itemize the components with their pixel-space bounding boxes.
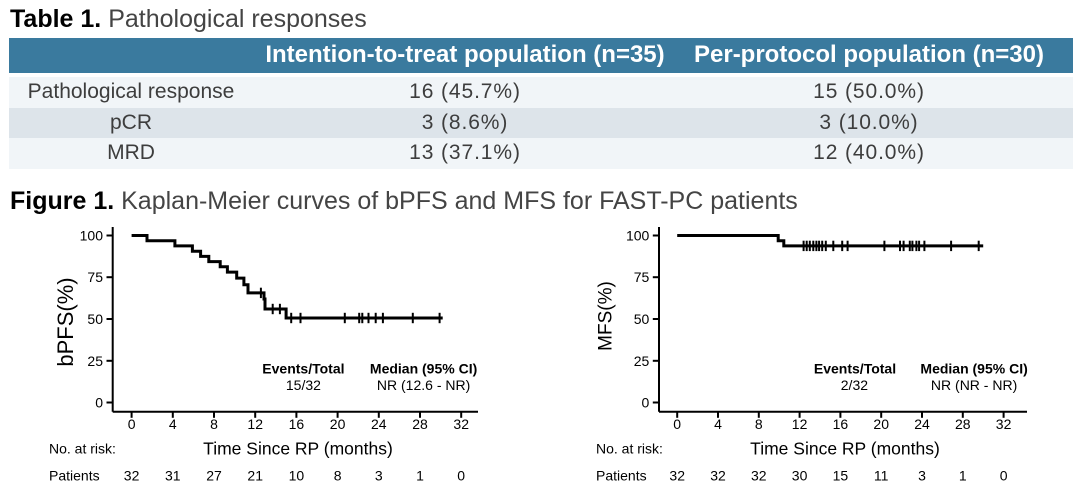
svg-text:8: 8 [334, 468, 342, 484]
svg-text:0: 0 [673, 416, 681, 432]
svg-text:21: 21 [247, 468, 263, 484]
svg-text:No. at risk:: No. at risk: [49, 441, 116, 457]
svg-text:No. at risk:: No. at risk: [596, 441, 663, 457]
svg-text:Time Since RP (months): Time Since RP (months) [203, 438, 393, 458]
svg-text:12: 12 [792, 416, 808, 432]
svg-text:27: 27 [206, 468, 222, 484]
svg-text:24: 24 [914, 416, 930, 432]
svg-text:4: 4 [714, 416, 722, 432]
svg-text:20: 20 [873, 416, 889, 432]
svg-text:1: 1 [959, 468, 967, 484]
svg-text:32: 32 [996, 416, 1012, 432]
svg-text:0: 0 [95, 395, 103, 411]
svg-text:3: 3 [375, 468, 383, 484]
svg-text:30: 30 [792, 468, 808, 484]
svg-text:4: 4 [169, 416, 177, 432]
svg-text:75: 75 [634, 269, 650, 285]
svg-text:50: 50 [634, 311, 650, 327]
svg-text:32: 32 [669, 468, 685, 484]
svg-text:16: 16 [289, 416, 305, 432]
svg-text:8: 8 [210, 416, 218, 432]
svg-text:MFS(%): MFS(%) [596, 281, 617, 351]
svg-text:12: 12 [247, 416, 263, 432]
svg-text:10: 10 [289, 468, 305, 484]
svg-text:0: 0 [642, 395, 650, 411]
svg-text:32: 32 [453, 416, 469, 432]
svg-text:28: 28 [955, 416, 971, 432]
svg-text:11: 11 [874, 468, 889, 484]
svg-text:50: 50 [87, 311, 103, 327]
svg-text:bPFS(%): bPFS(%) [53, 277, 78, 366]
svg-text:15: 15 [833, 468, 849, 484]
svg-text:25: 25 [87, 353, 103, 369]
svg-text:Time Since RP (months): Time Since RP (months) [750, 438, 940, 458]
svg-text:2/32: 2/32 [841, 377, 868, 393]
svg-text:20: 20 [330, 416, 346, 432]
svg-text:16: 16 [833, 416, 849, 432]
svg-text:3: 3 [918, 468, 926, 484]
svg-text:100: 100 [626, 228, 650, 244]
svg-text:15/32: 15/32 [286, 377, 321, 393]
svg-text:Events/Total: Events/Total [814, 360, 896, 376]
svg-text:NR (12.6 - NR): NR (12.6 - NR) [377, 377, 470, 393]
svg-text:NR (NR - NR): NR (NR - NR) [931, 377, 1017, 393]
svg-text:75: 75 [87, 269, 103, 285]
svg-text:100: 100 [80, 228, 104, 244]
svg-text:Median (95% CI): Median (95% CI) [370, 360, 477, 376]
svg-text:0: 0 [457, 468, 465, 484]
svg-text:25: 25 [634, 353, 650, 369]
svg-text:8: 8 [755, 416, 763, 432]
svg-text:31: 31 [165, 468, 181, 484]
svg-text:1: 1 [416, 468, 424, 484]
svg-text:32: 32 [710, 468, 726, 484]
svg-text:32: 32 [751, 468, 767, 484]
svg-text:Events/Total: Events/Total [262, 360, 344, 376]
svg-text:Median (95% CI): Median (95% CI) [920, 360, 1027, 376]
svg-text:Patients: Patients [49, 468, 100, 484]
svg-text:28: 28 [412, 416, 428, 432]
svg-text:0: 0 [1000, 468, 1008, 484]
svg-text:24: 24 [371, 416, 387, 432]
svg-text:32: 32 [124, 468, 140, 484]
svg-text:0: 0 [128, 416, 136, 432]
svg-text:Patients: Patients [596, 468, 647, 484]
